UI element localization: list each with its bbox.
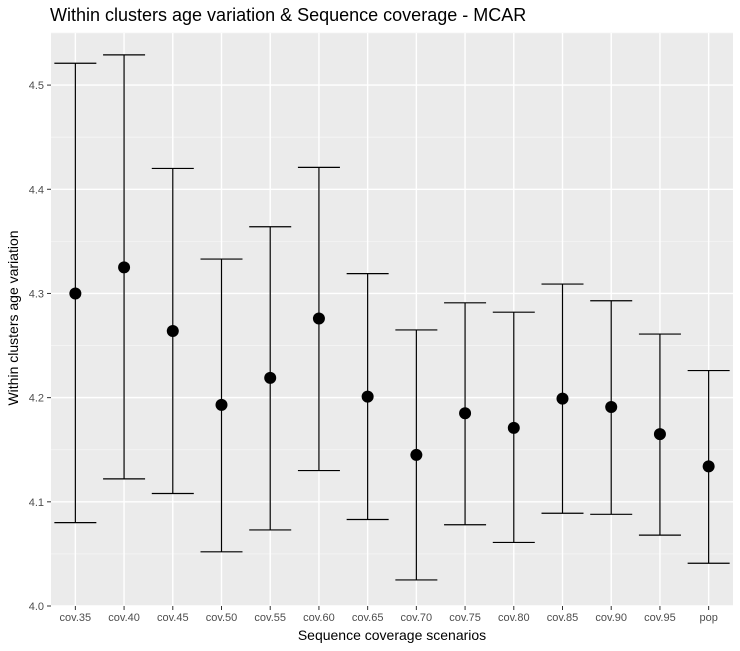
mean-point [264, 371, 277, 384]
y-tick-label: 4.1 [29, 497, 44, 509]
x-tick-label: cov.70 [401, 612, 433, 624]
x-tick-label: pop [699, 612, 717, 624]
mean-point [166, 324, 179, 337]
x-tick-label: cov.60 [303, 612, 335, 624]
mean-point [459, 407, 472, 420]
chart-title: Within clusters age variation & Sequence… [50, 5, 526, 25]
mean-point [69, 287, 82, 300]
x-axis-title: Sequence coverage scenarios [298, 627, 486, 643]
x-tick-label: cov.45 [157, 612, 189, 624]
mean-point [361, 390, 374, 403]
x-tick-label: cov.80 [498, 612, 530, 624]
mean-point [312, 312, 325, 325]
x-tick-label: cov.35 [60, 612, 92, 624]
x-tick-label: cov.85 [547, 612, 579, 624]
y-tick-label: 4.0 [29, 601, 44, 613]
x-tick-label: cov.40 [108, 612, 140, 624]
y-tick-label: 4.5 [29, 80, 44, 92]
y-axis-title: Within clusters age variation [5, 230, 21, 405]
x-axis: cov.35 cov.40 cov.45 cov.50 cov.55 cov.60 cov.… [60, 606, 718, 624]
mean-point [556, 392, 569, 405]
plot-panel [51, 33, 733, 606]
x-tick-label: cov.65 [352, 612, 384, 624]
x-tick-label: cov.50 [206, 612, 238, 624]
mean-point [653, 428, 666, 441]
mean-point [605, 401, 618, 414]
y-tick-label: 4.2 [29, 393, 44, 405]
y-tick-label: 4.4 [29, 184, 44, 196]
y-axis: 4.0 4.1 4.2 4.3 4.4 4.5 [29, 80, 51, 613]
mean-point [507, 421, 520, 434]
x-tick-label: cov.95 [644, 612, 676, 624]
mean-points [69, 261, 715, 473]
x-tick-label: cov.75 [449, 612, 481, 624]
minor-gridlines [51, 32, 733, 555]
x-tick-label: cov.55 [254, 612, 286, 624]
mean-point [118, 261, 131, 274]
mean-point [215, 398, 228, 411]
mean-point [702, 460, 715, 473]
x-tick-label: cov.90 [595, 612, 627, 624]
y-tick-label: 4.3 [29, 288, 44, 300]
mean-point [410, 448, 423, 461]
